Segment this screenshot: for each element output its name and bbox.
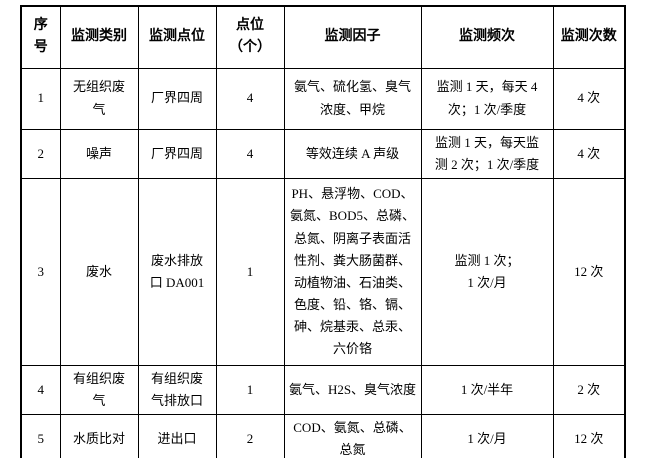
cell-row2-category: 噪声 — [59, 128, 139, 179]
cell-row5-category: 水质比对 — [59, 413, 139, 458]
cell-row5-frequency: 1 次/月 — [420, 413, 554, 458]
cell-row2-times: 4 次 — [552, 128, 626, 179]
table-row: 5 水质比对 进出口 2 COD、氨氮、总磷、 总氮 1 次/月 12 次 — [20, 413, 626, 458]
cell-row1-frequency: 监测 1 天，每天 4 次；1 次/季度 — [420, 67, 554, 130]
cell-row1-no: 1 — [20, 67, 61, 130]
cell-row5-points: 2 — [215, 413, 285, 458]
cell-row2-location: 厂界四周 — [137, 128, 217, 179]
cell-row1-location: 厂界四周 — [137, 67, 217, 130]
header-frequency: 监测频次 — [420, 5, 554, 69]
cell-row3-no: 3 — [20, 177, 61, 366]
header-times: 监测次数 — [552, 5, 626, 69]
cell-row1-points: 4 — [215, 67, 285, 130]
header-points: 点位 （个） — [215, 5, 285, 69]
cell-row2-no: 2 — [20, 128, 61, 179]
cell-row5-no: 5 — [20, 413, 61, 458]
cell-row2-factors: 等效连续 A 声级 — [283, 128, 422, 179]
table-row: 2 噪声 厂界四周 4 等效连续 A 声级 监测 1 天，每天监 测 2 次；1… — [20, 128, 626, 179]
header-factors: 监测因子 — [283, 5, 422, 69]
cell-row1-category: 无组织废 气 — [59, 67, 139, 130]
table-row: 1 无组织废 气 厂界四周 4 氨气、硫化氢、臭气 浓度、甲烷 监测 1 天，每… — [20, 67, 626, 130]
cell-row3-frequency: 监测 1 次； 1 次/月 — [420, 177, 554, 366]
header-location: 监测点位 — [137, 5, 217, 69]
cell-row4-points: 1 — [215, 364, 285, 415]
cell-row3-location: 废水排放 口 DA001 — [137, 177, 217, 366]
cell-row4-category: 有组织废 气 — [59, 364, 139, 415]
cell-row2-points: 4 — [215, 128, 285, 179]
table-row: 4 有组织废 气 有组织废 气排放口 1 氨气、H2S、臭气浓度 1 次/半年 … — [20, 364, 626, 415]
cell-row4-frequency: 1 次/半年 — [420, 364, 554, 415]
table-row: 3 废水 废水排放 口 DA001 1 PH、悬浮物、COD、 氨氮、BOD5、… — [20, 177, 626, 366]
cell-row3-times: 12 次 — [552, 177, 626, 366]
cell-row5-times: 12 次 — [552, 413, 626, 458]
cell-row4-no: 4 — [20, 364, 61, 415]
cell-row2-frequency: 监测 1 天，每天监 测 2 次；1 次/季度 — [420, 128, 554, 179]
monitoring-plan-table: 序 号 监测类别 监测点位 点位 （个） 监测因子 监测频次 监测次数 1 无组… — [20, 5, 626, 458]
cell-row1-factors: 氨气、硫化氢、臭气 浓度、甲烷 — [283, 67, 422, 130]
cell-row3-category: 废水 — [59, 177, 139, 366]
cell-row4-times: 2 次 — [552, 364, 626, 415]
cell-row3-factors: PH、悬浮物、COD、 氨氮、BOD5、总磷、 总氮、阴离子表面活 性剂、粪大肠… — [283, 177, 422, 366]
header-no: 序 号 — [20, 5, 61, 69]
cell-row1-times: 4 次 — [552, 67, 626, 130]
table-header-row: 序 号 监测类别 监测点位 点位 （个） 监测因子 监测频次 监测次数 — [20, 5, 626, 69]
cell-row4-location: 有组织废 气排放口 — [137, 364, 217, 415]
cell-row5-factors: COD、氨氮、总磷、 总氮 — [283, 413, 422, 458]
cell-row5-location: 进出口 — [137, 413, 217, 458]
cell-row3-points: 1 — [215, 177, 285, 366]
header-category: 监测类别 — [59, 5, 139, 69]
cell-row4-factors: 氨气、H2S、臭气浓度 — [283, 364, 422, 415]
